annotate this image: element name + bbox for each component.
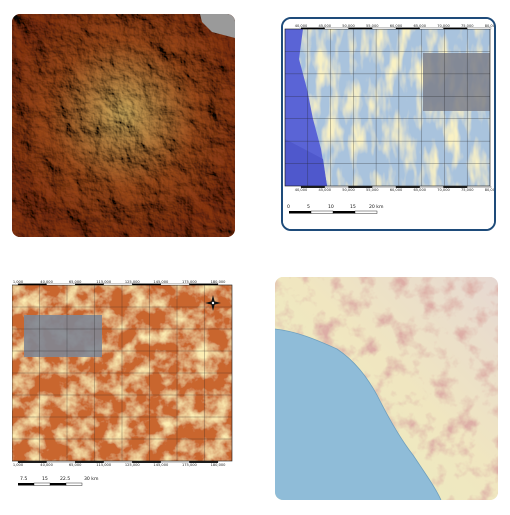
satellite-inset — [24, 315, 102, 357]
coordinate-label: 180,000 — [211, 463, 227, 467]
scale-label: 20 km — [369, 204, 384, 210]
sea-area — [200, 14, 235, 38]
north-arrow-icon — [205, 295, 221, 311]
scale-label: 7.5 — [20, 476, 27, 482]
coordinate-label: 145,000 — [153, 280, 169, 284]
frame-tick-bar — [189, 283, 219, 286]
coordinate-label: 75,000 — [461, 24, 474, 28]
landcover-map-card[interactable]: 1,000 40,000 65,000 115,000 125,000 145,000 17… — [12, 277, 234, 500]
scale-label: 22.5 — [60, 476, 70, 482]
landcover-map: 1,000 40,000 65,000 115,000 125,000 145,000 17… — [12, 277, 234, 500]
coordinate-label: 125,000 — [125, 280, 141, 284]
coordinate-label: 65,000 — [413, 188, 426, 192]
scale-bar: 7.5 15 22.5 30 km — [18, 476, 99, 486]
coordinate-label: 115,000 — [96, 280, 112, 284]
coordinate-label: 55,000 — [366, 24, 379, 28]
satellite-inset — [423, 53, 490, 111]
coordinate-label: 180,000 — [211, 280, 227, 284]
coordinate-label: 40,000 — [295, 188, 308, 192]
slope-map-card[interactable]: 40,000 45,000 50,000 55,000 60,000 65,000 70,0… — [281, 17, 496, 231]
coordinate-label: 75,000 — [461, 188, 474, 192]
coordinate-label: 45,000 — [318, 24, 331, 28]
coordinate-label: 125,000 — [125, 463, 141, 467]
map-frame-area — [284, 28, 491, 187]
coordinate-label: 40,000 — [40, 280, 53, 284]
coordinate-label: 40,000 — [295, 24, 308, 28]
coordinate-label: 50,000 — [342, 188, 355, 192]
coordinate-label: 1,000 — [13, 463, 24, 467]
coordinate-label: 65,000 — [413, 24, 426, 28]
coordinate-label: 55,000 — [366, 188, 379, 192]
coordinate-label: 65,000 — [69, 463, 82, 467]
hillshade-map — [12, 14, 235, 237]
scale-label: 10 — [328, 204, 334, 210]
slope-map: 40,000 45,000 50,000 55,000 60,000 65,000 70,0… — [283, 19, 494, 229]
coordinate-label: 70,000 — [437, 24, 450, 28]
coastal-map — [275, 277, 498, 500]
frame-tick-bar — [467, 27, 492, 30]
frame-tick-bar — [189, 461, 219, 463]
coordinate-label: 115,000 — [96, 463, 112, 467]
coordinate-label: 70,000 — [437, 188, 450, 192]
scale-label: 15 — [350, 204, 356, 210]
coordinate-label: 60,000 — [390, 188, 403, 192]
coordinate-label: 50,000 — [342, 24, 355, 28]
coastal-map-card[interactable] — [275, 277, 498, 500]
frame-tick-bar — [467, 186, 492, 188]
scale-label: 5 — [307, 204, 310, 210]
scale-bar: 0 5 10 15 20 km — [287, 204, 384, 214]
scale-label: 0 — [287, 204, 290, 210]
coordinate-label: 145,000 — [153, 463, 169, 467]
coordinate-label: 80,000 — [485, 24, 494, 28]
coordinate-label: 175,000 — [182, 280, 198, 284]
coordinate-label: 60,000 — [390, 24, 403, 28]
scale-label: 15 — [42, 476, 48, 482]
coordinate-label: 40,000 — [40, 463, 53, 467]
scale-label: 30 km — [84, 476, 99, 482]
hillshade-map-card[interactable] — [12, 14, 235, 237]
coordinate-label: 175,000 — [182, 463, 198, 467]
coordinate-label: 45,000 — [318, 188, 331, 192]
coordinate-label: 1,000 — [13, 280, 24, 284]
sea-area — [275, 329, 441, 500]
coordinate-label: 65,000 — [69, 280, 82, 284]
coordinate-label: 80,000 — [485, 188, 494, 192]
